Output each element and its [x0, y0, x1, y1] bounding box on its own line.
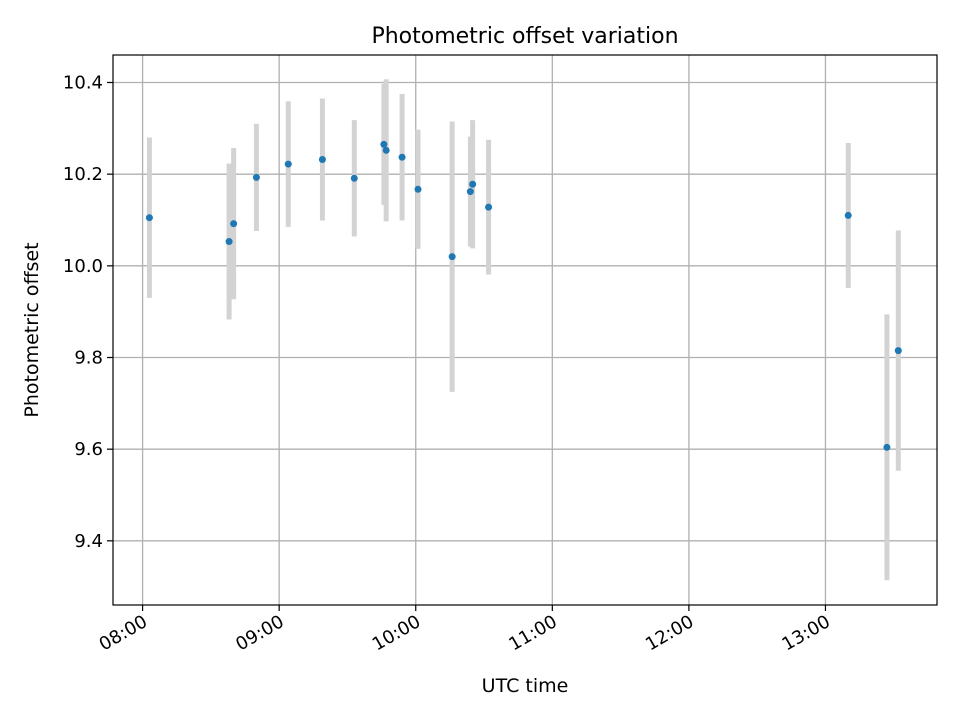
data-point — [145, 214, 153, 222]
data-point — [469, 180, 477, 188]
y-axis-label: Photometric offset — [21, 242, 43, 417]
data-point — [230, 220, 238, 228]
data-point — [225, 238, 233, 246]
data-point — [485, 203, 493, 211]
data-point — [398, 153, 406, 161]
data-points — [145, 140, 902, 451]
y-tick-label: 9.6 — [74, 439, 103, 460]
data-point — [414, 185, 422, 193]
x-axis-label: UTC time — [482, 675, 569, 697]
data-point — [883, 443, 891, 451]
data-point — [466, 188, 474, 196]
y-tick-label: 10.2 — [63, 164, 103, 185]
chart-title: Photometric offset variation — [371, 24, 678, 49]
data-point — [350, 174, 358, 182]
data-point — [318, 156, 326, 163]
y-tick-label: 9.4 — [74, 531, 103, 552]
data-point — [382, 146, 390, 154]
data-point — [284, 160, 292, 168]
y-tick-label: 10.0 — [63, 256, 103, 277]
data-point — [252, 173, 260, 181]
y-tick-label: 10.4 — [63, 73, 103, 94]
data-point — [448, 253, 456, 261]
data-point — [844, 211, 852, 219]
data-point — [894, 347, 902, 355]
data-point — [380, 140, 388, 148]
y-tick-label: 9.8 — [74, 348, 103, 369]
plot-frame — [112, 54, 938, 606]
